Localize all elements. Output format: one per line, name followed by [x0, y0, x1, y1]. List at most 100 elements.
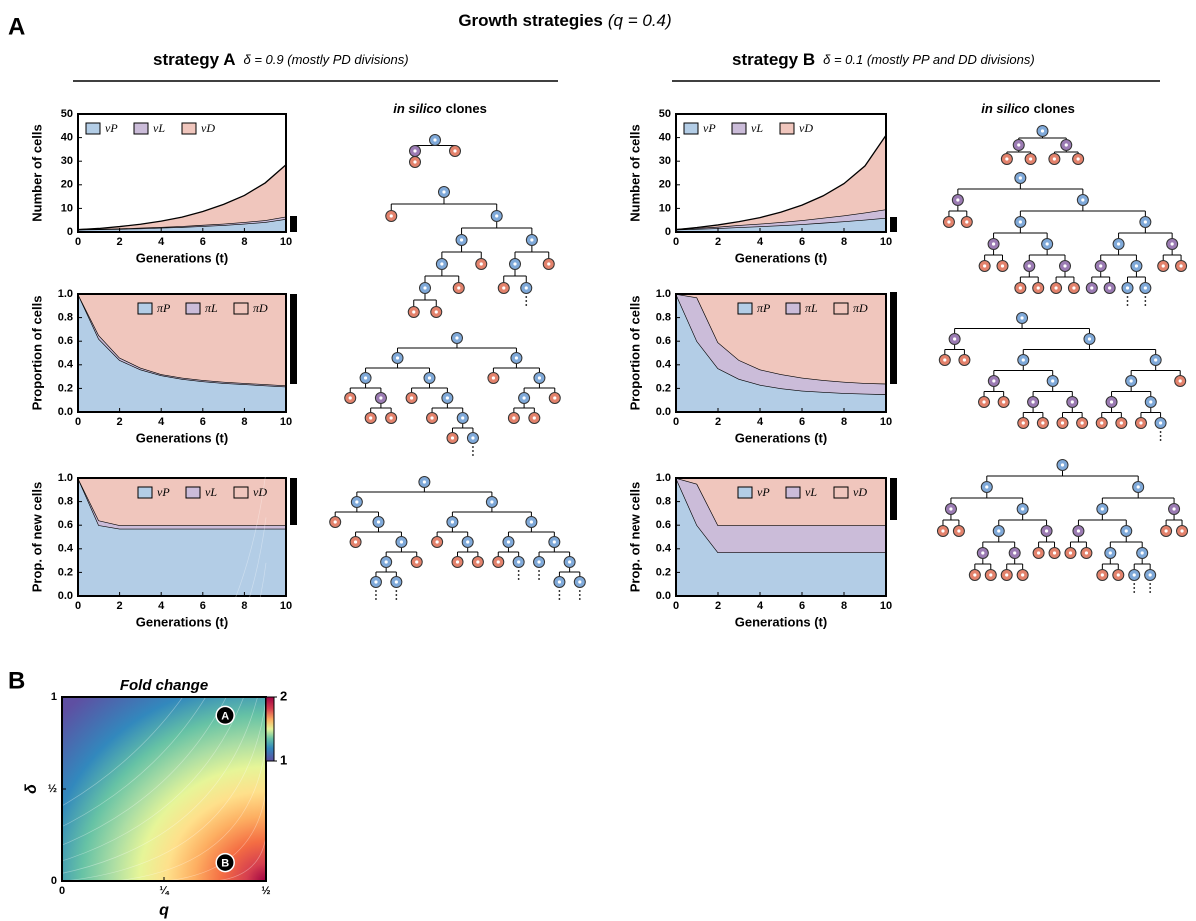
- cell-nucleus: [517, 560, 521, 564]
- legend-swatch: [737, 486, 753, 499]
- legend-swatch: [85, 122, 101, 135]
- cell-nucleus: [1129, 379, 1133, 383]
- x-tick-label: 8: [841, 416, 847, 428]
- x-tick-label: 0: [75, 236, 81, 248]
- cell-nucleus: [1052, 157, 1056, 161]
- cell-nucleus: [1072, 286, 1076, 290]
- x-tick-label: 0: [75, 600, 81, 612]
- cell-nucleus: [568, 560, 572, 564]
- legend-label: νD: [799, 121, 813, 135]
- y-tick-label: 0.2: [656, 566, 671, 578]
- cell-nucleus: [1051, 379, 1055, 383]
- legend-swatch: [833, 302, 849, 315]
- y-axis-label: δ: [23, 784, 40, 794]
- cell-nucleus: [1143, 220, 1147, 224]
- cell-nucleus: [1084, 551, 1089, 555]
- x-tick-label: 8: [241, 416, 247, 428]
- x-tick-label: ½: [261, 885, 270, 897]
- cell-nucleus: [1180, 529, 1184, 533]
- x-tick-label: 2: [117, 236, 123, 248]
- strategy-detail: δ = 0.1 (mostly PP and DD divisions): [823, 52, 1035, 67]
- area-fill: [676, 478, 886, 553]
- y-tick-label: 0.8: [656, 496, 671, 508]
- y-tick-label: 0.8: [58, 312, 73, 324]
- cell-nucleus: [982, 400, 986, 404]
- clones-label: in silico clones: [981, 101, 1075, 116]
- cell-nucleus: [1140, 551, 1144, 555]
- x-tick-label: 10: [280, 600, 292, 612]
- legend-label: νL: [205, 485, 217, 499]
- y-tick-label: 0.8: [58, 496, 73, 508]
- y-tick-label: 0.4: [58, 543, 74, 555]
- cell-nucleus: [461, 416, 465, 420]
- y-tick-label: 0.4: [656, 543, 672, 555]
- x-tick-label: 2: [117, 600, 123, 612]
- cell-nucleus: [956, 198, 960, 202]
- plot-frame: [675, 477, 887, 597]
- cell-nucleus: [1080, 421, 1084, 425]
- area-fill: [676, 478, 886, 596]
- area-fill: [676, 217, 886, 232]
- legend-swatch: [181, 122, 197, 135]
- y-tick-label: 0: [51, 875, 57, 887]
- x-tick-label: 8: [841, 236, 847, 248]
- cell-nucleus: [442, 190, 446, 194]
- x-tick-label: 8: [241, 236, 247, 248]
- y-tick-label: 0.4: [656, 359, 672, 371]
- heatmap-field: [62, 697, 266, 881]
- cell-nucleus: [1132, 573, 1136, 577]
- cell-nucleus: [1060, 421, 1065, 425]
- x-tick-label: 2: [715, 236, 721, 248]
- legend-label: νL: [153, 121, 165, 135]
- colorbar: [265, 696, 275, 762]
- cell-nucleus: [1087, 337, 1092, 341]
- cell-nucleus: [983, 264, 987, 268]
- legend-swatch: [137, 302, 153, 315]
- cell-nucleus: [1154, 358, 1158, 362]
- y-tick-label: 20: [61, 179, 73, 191]
- y-tick-label: 0.0: [656, 590, 671, 602]
- cell-nucleus: [1020, 316, 1024, 320]
- clones-text: clones: [1034, 101, 1075, 116]
- cell-nucleus: [524, 286, 528, 290]
- x-tick-label: 8: [241, 600, 247, 612]
- cell-nucleus: [1179, 264, 1183, 268]
- cell-nucleus: [1054, 286, 1058, 290]
- cell-nucleus: [1143, 286, 1147, 290]
- x-tick-label: 0: [59, 885, 65, 897]
- x-axis-label: Generations (t): [136, 430, 228, 445]
- area-fill: [78, 478, 286, 596]
- legend-swatch: [737, 302, 753, 315]
- cell-nucleus: [1021, 507, 1025, 511]
- continuation-dot: [1149, 583, 1152, 585]
- cell-nucleus: [491, 376, 496, 380]
- continuation-dot: [538, 570, 540, 572]
- continuation-dot: [472, 446, 474, 448]
- cell-nucleus: [989, 573, 993, 577]
- area-fill: [676, 135, 886, 230]
- continuation-dot: [1144, 300, 1147, 302]
- strategy-header: strategy A δ = 0.9 (mostly PD divisions): [153, 50, 409, 69]
- cell-nucleus: [941, 529, 945, 533]
- legend-label: πD: [853, 301, 868, 315]
- x-tick-label: 4: [158, 236, 165, 248]
- x-axis-label: Generations (t): [735, 250, 827, 265]
- cell-nucleus: [455, 336, 459, 340]
- area-fill: [78, 294, 286, 386]
- cell-nucleus: [476, 560, 480, 564]
- clone-trees: [329, 125, 1189, 600]
- cell-nucleus: [1136, 485, 1140, 489]
- cell-nucleus: [1119, 421, 1123, 425]
- cell-nucleus: [1172, 507, 1176, 511]
- plot-frame: [77, 293, 287, 413]
- cell-nucleus: [455, 560, 460, 564]
- area-fill: [78, 478, 286, 529]
- continuation-dot: [1144, 304, 1147, 306]
- y-tick-label: 0.2: [656, 382, 671, 394]
- contour: [64, 699, 267, 882]
- legend-label: πP: [757, 301, 771, 315]
- clones-em: in silico: [981, 101, 1029, 116]
- legend-swatch: [833, 486, 849, 499]
- scale-bar: [890, 478, 897, 520]
- legend-swatch: [779, 122, 795, 135]
